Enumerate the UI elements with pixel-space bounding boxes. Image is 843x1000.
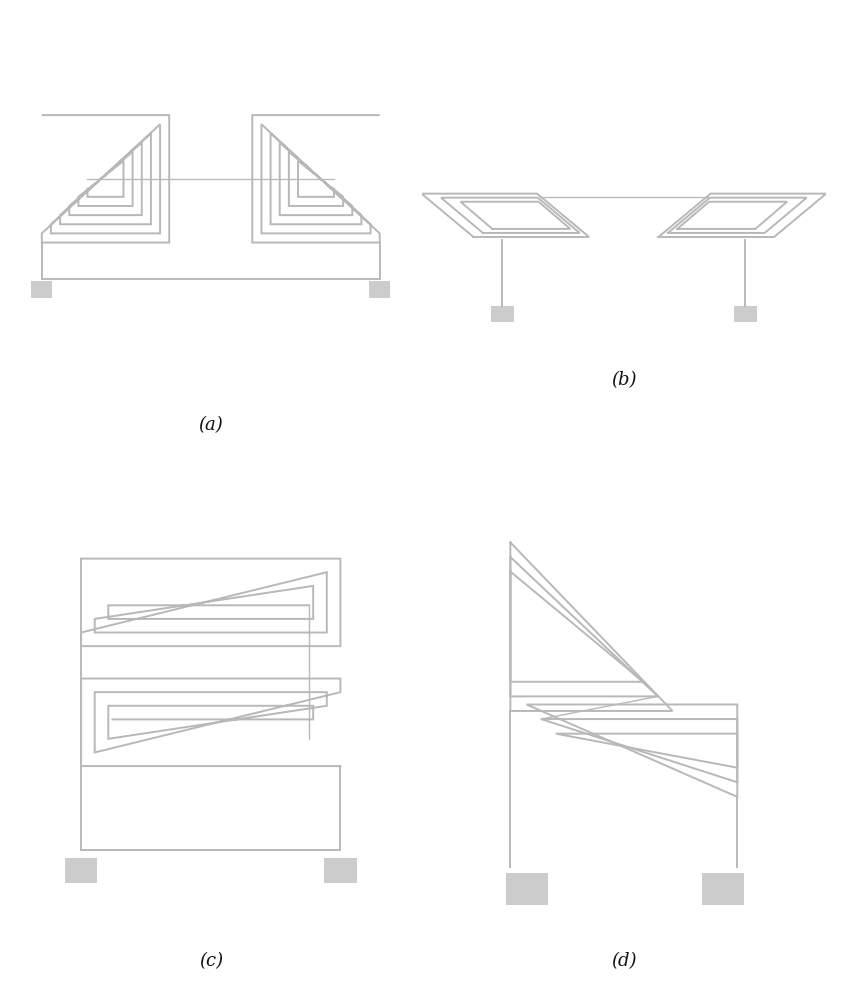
Text: (d): (d) xyxy=(611,952,636,970)
Bar xyxy=(701,873,744,905)
Text: (b): (b) xyxy=(611,371,636,389)
Bar xyxy=(506,873,548,905)
Bar xyxy=(491,306,514,322)
Bar xyxy=(733,306,757,322)
Bar xyxy=(65,858,97,883)
Text: (c): (c) xyxy=(199,952,223,970)
Bar xyxy=(369,281,390,298)
Bar xyxy=(31,281,52,298)
Bar xyxy=(325,858,357,883)
Text: (a): (a) xyxy=(198,416,223,434)
